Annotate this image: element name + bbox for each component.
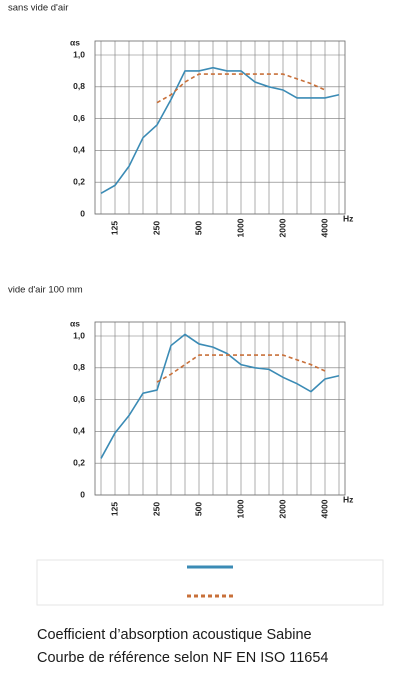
x-tick-label: 1000 <box>235 218 245 237</box>
chart-title: sans vide d'air <box>8 3 68 14</box>
y-tick-label: 0,4 <box>73 426 85 436</box>
x-tick-label: 125 <box>109 502 119 516</box>
x-tick-label: 125 <box>109 221 119 235</box>
y-tick-label: 0,8 <box>73 362 85 372</box>
x-axis-label: Hz <box>343 494 353 504</box>
y-tick-label: 0,2 <box>73 457 85 467</box>
y-tick-label: 0 <box>80 208 85 218</box>
y-axis-label: αs <box>70 37 80 47</box>
x-tick-label: 500 <box>193 221 203 235</box>
series-line <box>156 73 326 104</box>
x-axis-label: Hz <box>343 213 353 223</box>
series-line <box>100 333 340 459</box>
x-tick-label: 2000 <box>277 218 287 237</box>
y-tick-label: 1,0 <box>73 330 85 340</box>
y-tick-label: 1,0 <box>73 49 85 59</box>
y-tick-label: 0,8 <box>73 81 85 91</box>
chart-title: vide d'air 100 mm <box>8 285 83 296</box>
x-tick-label: 250 <box>151 221 161 235</box>
y-tick-label: 0,6 <box>73 113 85 123</box>
y-tick-label: 0,6 <box>73 394 85 404</box>
x-tick-label: 1000 <box>235 499 245 518</box>
series-line <box>100 66 340 195</box>
y-tick-label: 0 <box>80 489 85 499</box>
y-tick-label: 0,2 <box>73 176 85 186</box>
x-tick-label: 4000 <box>319 499 329 518</box>
series-line <box>156 354 326 383</box>
x-tick-label: 500 <box>193 502 203 516</box>
x-tick-label: 250 <box>151 502 161 516</box>
y-tick-label: 0,4 <box>73 145 85 155</box>
x-tick-label: 2000 <box>277 499 287 518</box>
caption-line: Courbe de référence selon NF EN ISO 1165… <box>37 650 329 666</box>
y-axis-label: αs <box>70 318 80 328</box>
caption-line: Coefficient d’absorption acoustique Sabi… <box>37 627 312 643</box>
plot-frame <box>94 40 346 215</box>
x-tick-label: 4000 <box>319 218 329 237</box>
